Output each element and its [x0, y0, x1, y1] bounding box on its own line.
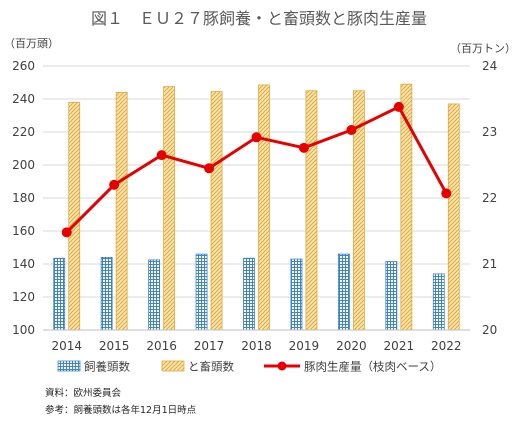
left-tick-label: 240: [12, 92, 35, 106]
legend-label-slaughter: と畜頭数: [188, 360, 234, 374]
production-point: [346, 125, 357, 136]
production-point: [441, 188, 452, 199]
production-point: [393, 101, 404, 112]
bar-feeding: [385, 261, 398, 331]
bar-feeding: [432, 273, 445, 331]
left-axis-unit: （百万頭）: [4, 37, 59, 50]
right-tick-label: 22: [482, 191, 497, 205]
x-tick-label: 2022: [431, 339, 462, 353]
legend: 飼養頭数 と畜頭数 豚肉生産量（枝肉ベース）: [57, 360, 441, 374]
source-note: 資料：欧州委員会: [45, 388, 122, 399]
chart-title: 図１ ＥＵ２７豚飼養・と畜頭数と豚肉生産量: [91, 9, 427, 28]
bar-feeding: [100, 256, 113, 331]
production-point: [251, 132, 262, 143]
legend-swatch-feeding: [57, 360, 81, 372]
right-tick-label: 24: [482, 59, 497, 73]
left-tick-label: 180: [12, 191, 35, 205]
reference-note: 参考：飼養頭数は各年12月1日時点: [45, 405, 197, 416]
production-point: [156, 150, 167, 161]
production-point: [109, 179, 120, 190]
left-tick-label: 260: [12, 59, 35, 73]
bar-slaughter: [210, 91, 223, 331]
legend-label-feeding: 飼養頭数: [84, 360, 130, 374]
x-tick-label: 2016: [146, 339, 177, 353]
bar-slaughter: [68, 101, 81, 331]
bar-feeding: [243, 257, 255, 331]
left-tick-label: 140: [12, 257, 35, 271]
bar-slaughter: [258, 84, 270, 331]
bar-feeding: [148, 259, 161, 331]
left-tick-label: 200: [12, 158, 35, 172]
right-tick-label: 20: [482, 323, 497, 337]
left-axis-ticks: 100 120 140 160 180 200 220 240 260: [12, 59, 35, 337]
bar-slaughter: [163, 86, 176, 331]
left-tick-label: 160: [12, 224, 35, 238]
right-tick-label: 23: [482, 125, 497, 139]
bar-feeding: [337, 253, 350, 331]
x-tick-label: 2021: [384, 339, 415, 353]
legend-marker-production: [277, 361, 287, 371]
legend-label-production: 豚肉生産量（枝肉ベース）: [304, 360, 441, 374]
production-point: [61, 227, 72, 238]
left-tick-label: 120: [12, 290, 35, 304]
x-tick-label: 2018: [241, 339, 272, 353]
line-series: [61, 101, 452, 238]
bar-slaughter: [305, 90, 318, 331]
production-point: [298, 142, 309, 153]
x-tick-label: 2014: [51, 339, 82, 353]
bar-slaughter: [447, 103, 460, 331]
left-tick-label: 220: [12, 125, 35, 139]
x-tick-label: 2020: [336, 339, 367, 353]
bar-feeding: [195, 253, 208, 331]
x-axis-ticks: 2014 2015 2016 2017 2018 2019 2020 2021 2022: [51, 339, 461, 353]
bar-feeding: [53, 257, 66, 331]
legend-swatch-slaughter: [161, 360, 185, 372]
right-axis-ticks: 20 21 22 23 24: [482, 59, 497, 337]
x-tick-label: 2019: [289, 339, 320, 353]
production-point: [204, 163, 215, 174]
bar-feeding: [290, 258, 303, 331]
left-tick-label: 100: [12, 323, 35, 337]
right-tick-label: 21: [482, 257, 497, 271]
right-axis-unit: （百万トン）: [450, 42, 516, 55]
bar-slaughter: [115, 92, 128, 331]
bars: [53, 83, 460, 331]
x-tick-label: 2017: [194, 339, 225, 353]
gridlines: [43, 65, 470, 298]
x-tick-label: 2015: [99, 339, 130, 353]
